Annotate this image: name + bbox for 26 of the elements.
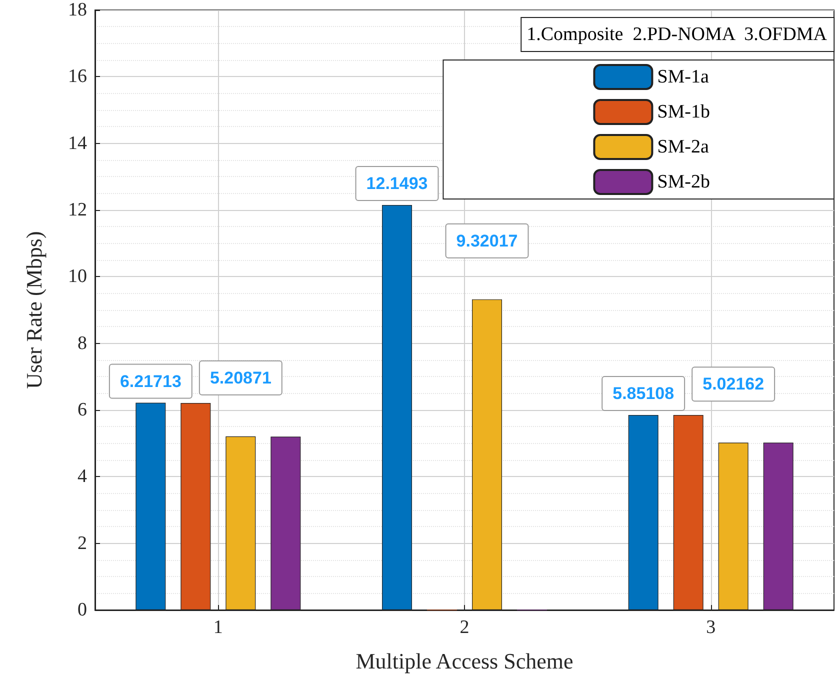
- y-tick-label: 14: [68, 132, 88, 154]
- y-tick-label: 6: [78, 400, 87, 420]
- x-tick-label: 1: [213, 617, 223, 638]
- x-tick-label: 3: [706, 617, 716, 638]
- data-label: 6.21713: [120, 372, 182, 391]
- y-axis-title: User Rate (Mbps): [22, 231, 46, 389]
- y-tick-label: 10: [68, 266, 87, 288]
- y-tick-label: 0: [78, 600, 87, 620]
- legend-label: SM-2b: [657, 172, 710, 192]
- y-tick-label: 2: [78, 532, 87, 554]
- x-tick-label: 2: [460, 617, 470, 638]
- legend-label: SM-1b: [657, 102, 710, 122]
- data-label: 12.1493: [366, 174, 428, 194]
- y-tick-label: 18: [68, 0, 87, 20]
- legend-label: SM-2a: [657, 136, 710, 158]
- data-label: 5.02162: [702, 374, 764, 394]
- x-axis-title: Multiple Access Scheme: [356, 648, 574, 674]
- y-tick-label: 16: [68, 66, 87, 88]
- y-tick-label: 4: [78, 466, 88, 488]
- y-tick-label: 12: [68, 200, 87, 220]
- data-label: 9.32017: [456, 231, 518, 250]
- legend-label: SM-1a: [657, 66, 710, 88]
- legend-title: 1.Composite 2.PD-NOMA 3.OFDMA: [526, 24, 828, 45]
- y-tick-label: 8: [78, 332, 87, 354]
- data-label: 5.85108: [612, 384, 674, 403]
- data-label: 5.20871: [210, 368, 272, 388]
